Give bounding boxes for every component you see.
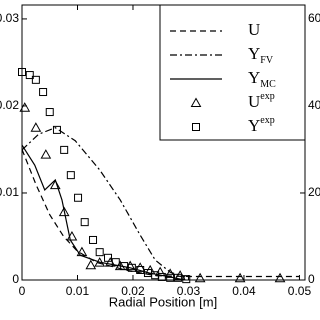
legend-subscript: FV	[260, 55, 274, 66]
triangle-marker	[234, 272, 246, 283]
square-marker	[89, 235, 98, 244]
square-marker	[52, 125, 61, 134]
square-marker	[104, 253, 113, 262]
square-marker	[120, 262, 129, 271]
legend-label: Yexp	[248, 115, 275, 135]
triangle-marker	[30, 122, 42, 132]
triangle-marker	[85, 259, 97, 270]
square-marker	[31, 75, 40, 84]
square-marker	[66, 171, 75, 180]
x-tick-label: 0	[19, 284, 26, 298]
x-tick-label: 0.01	[66, 284, 90, 298]
y2-tick-label: 0	[308, 272, 315, 286]
square-marker	[166, 273, 175, 282]
square-marker	[157, 272, 166, 281]
square-marker	[25, 71, 34, 80]
legend-name: Y	[248, 68, 260, 87]
legend-superscript: exp	[260, 115, 274, 126]
legend-name: U	[248, 92, 260, 111]
y-tick-label: 0	[12, 272, 19, 286]
square-marker	[182, 275, 191, 284]
legend-label: YMC	[248, 68, 276, 90]
x-tick-label: 0.03	[177, 284, 201, 298]
square-marker	[192, 123, 200, 131]
triangle-marker	[58, 206, 70, 217]
triangle-marker	[190, 97, 202, 107]
legend-label: U	[248, 20, 260, 39]
y-tick-label: 0.01	[0, 185, 19, 199]
square-marker	[111, 258, 120, 267]
triangle-marker	[94, 257, 106, 267]
legend-subscript: MC	[260, 79, 276, 90]
legend-box	[159, 4, 306, 141]
triangle-marker	[49, 179, 61, 190]
legend-name: Y	[248, 44, 260, 63]
legend-name: U	[248, 20, 260, 39]
square-marker	[127, 263, 136, 272]
triangle-marker	[66, 230, 78, 241]
y-tick-label: 0.02	[0, 98, 19, 112]
series-line	[21, 144, 181, 280]
triangle-marker	[76, 246, 88, 257]
legend-label: Uexp	[248, 91, 275, 111]
y-tick-label: 0.03	[0, 11, 19, 25]
square-marker	[80, 218, 89, 227]
triangle-marker	[194, 272, 206, 283]
x-tick-label: 0.05	[288, 284, 312, 298]
series-line	[21, 127, 186, 278]
triangle-marker	[19, 102, 31, 112]
triangle-marker	[274, 272, 286, 283]
x-axis-label: Radial Position [m]	[109, 294, 217, 309]
square-marker	[95, 248, 104, 257]
square-marker	[173, 273, 182, 282]
legend-label: YFV	[248, 44, 274, 66]
x-tick-label: 0.02	[121, 284, 145, 298]
y2-tick-label: 40	[308, 98, 320, 112]
square-marker	[74, 193, 83, 202]
legend-name: Y	[248, 116, 260, 135]
y2-tick-label: 20	[308, 185, 320, 199]
legend-superscript: exp	[260, 91, 274, 102]
x-tick-label: 0.04	[232, 284, 256, 298]
triangle-marker	[40, 149, 52, 159]
triangle-marker	[164, 268, 176, 278]
y2-tick-label: 60	[308, 11, 320, 25]
square-marker	[18, 68, 26, 77]
triangle-marker	[134, 262, 146, 272]
square-marker	[45, 108, 54, 117]
square-marker	[39, 88, 48, 97]
square-marker	[60, 145, 69, 154]
square-marker	[136, 265, 145, 274]
series-line	[21, 149, 300, 278]
